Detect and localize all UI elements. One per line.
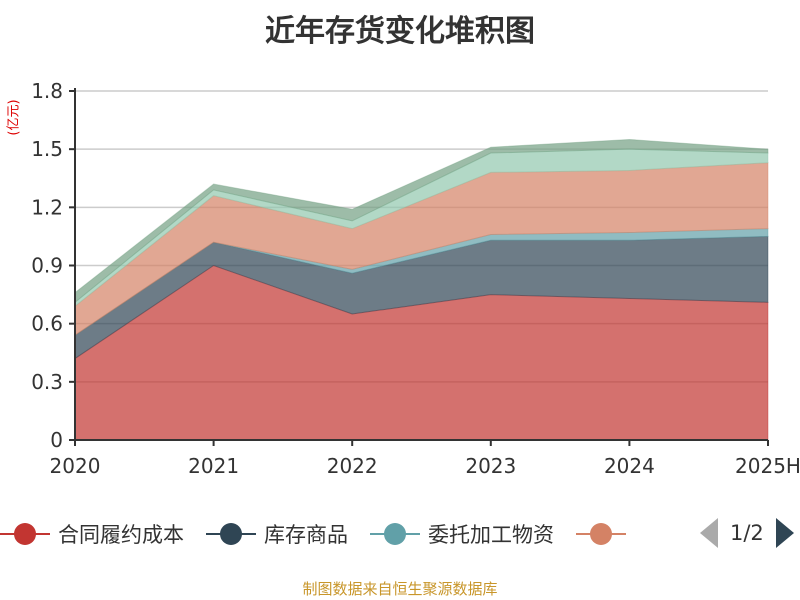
y-tick-label: 0.6 <box>31 312 63 336</box>
legend-label: 库存商品 <box>264 523 348 547</box>
legend-item[interactable]: 库存商品 <box>206 519 348 549</box>
chart-title: 近年存货变化堆积图 <box>265 14 535 49</box>
data-source-footer: 制图数据来自恒生聚源数据库 <box>302 580 498 598</box>
area-series-5 <box>74 138 769 304</box>
y-tick-label: 1.2 <box>31 195 63 219</box>
y-tick-label: 0.9 <box>31 254 63 278</box>
x-tick-label: 2021 <box>188 454 239 478</box>
legend-item[interactable] <box>576 522 634 546</box>
y-tick-label: 1.5 <box>31 137 63 161</box>
y-tick-label: 0 <box>50 428 63 452</box>
x-tick-label: 2025H <box>735 454 800 478</box>
y-axis-unit-label: (亿元) <box>6 99 22 136</box>
legend-page-indicator: 1/2 <box>730 521 764 545</box>
legend-pager: 1/2 <box>700 518 794 548</box>
y-tick-label: 1.8 <box>31 79 63 103</box>
x-tick-label: 2023 <box>465 454 516 478</box>
x-tick-label: 2022 <box>327 454 378 478</box>
legend-label: 委托加工物资 <box>428 523 554 547</box>
legend-marker-icon <box>0 522 50 546</box>
legend-item[interactable]: 委托加工物资 <box>370 519 554 549</box>
legend-prev-arrow-icon[interactable] <box>700 518 718 548</box>
legend-label: 合同履约成本 <box>58 523 184 547</box>
y-tick-label: 0.3 <box>31 370 63 394</box>
x-tick-label: 2020 <box>50 454 101 478</box>
x-tick-label: 2024 <box>604 454 655 478</box>
legend: 合同履约成本 库存商品 委托加工物资 <box>0 518 656 550</box>
legend-marker-icon <box>370 522 420 546</box>
legend-next-arrow-icon[interactable] <box>775 518 794 548</box>
legend-marker-icon <box>576 522 626 546</box>
legend-marker-icon <box>206 522 256 546</box>
legend-item[interactable]: 合同履约成本 <box>0 519 184 549</box>
